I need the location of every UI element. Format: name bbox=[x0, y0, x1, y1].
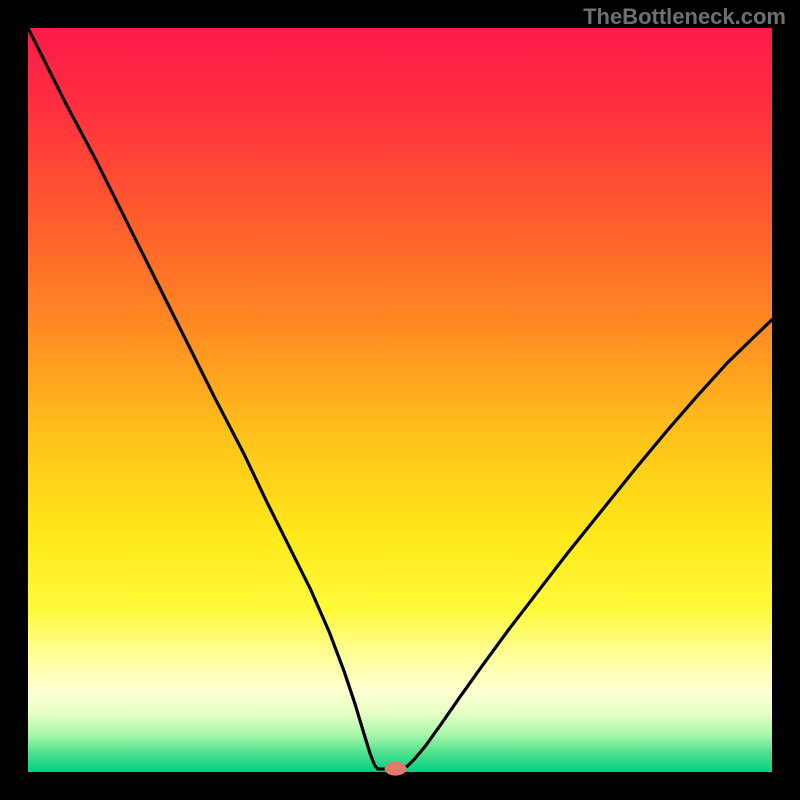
dip-marker bbox=[385, 762, 407, 776]
chart-svg bbox=[0, 0, 800, 800]
chart-root: TheBottleneck.com bbox=[0, 0, 800, 800]
watermark-text: TheBottleneck.com bbox=[583, 4, 786, 30]
plot-area-gradient bbox=[28, 28, 772, 772]
